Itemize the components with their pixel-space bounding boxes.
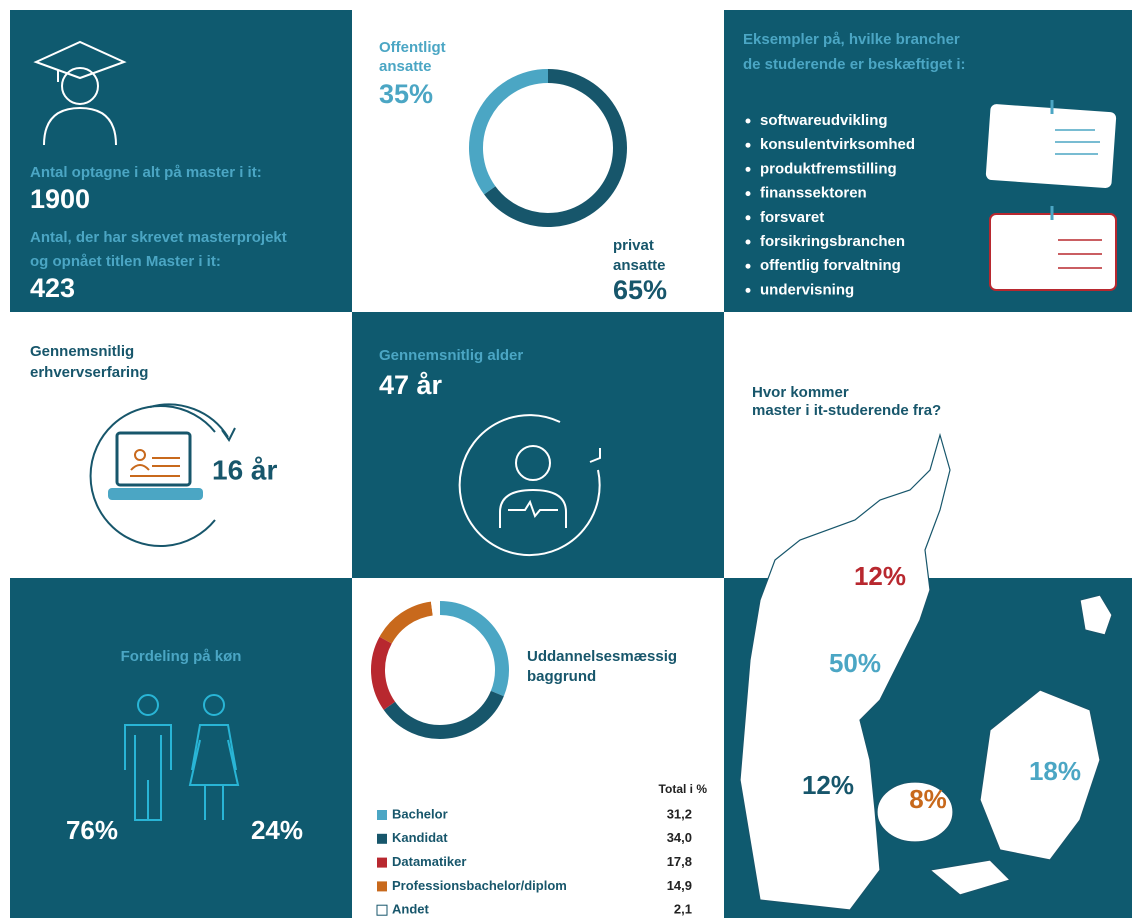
laptop-icon — [89, 403, 236, 547]
legend-label: Datamatiker — [392, 854, 466, 869]
label: de studerende er beskæftiget i: — [743, 56, 966, 73]
label: Hvor kommer — [752, 384, 849, 401]
bullet — [745, 215, 751, 221]
legend-label: Professionsbachelor/diplom — [392, 878, 567, 893]
label: Gennemsnitlig — [30, 343, 134, 360]
label: master i it-studerende fra? — [752, 402, 941, 419]
list-item: offentlig forvaltning — [760, 257, 901, 274]
legend-swatch — [377, 881, 387, 892]
list-item: forsvaret — [760, 209, 824, 226]
bullet — [745, 118, 751, 124]
label: ansatte — [613, 257, 666, 274]
legend-swatch — [377, 833, 387, 844]
label: Eksempler på, hvilke brancher — [743, 31, 960, 48]
label: erhvervserfaring — [30, 364, 148, 381]
donut-segment — [379, 601, 434, 644]
bullet — [745, 166, 751, 172]
table-value: 14,9 — [667, 878, 692, 893]
label: Antal optagne i alt på master i it: — [30, 164, 262, 181]
label: Fordeling på køn — [121, 648, 242, 665]
donut-segment — [383, 690, 504, 739]
table-value: 2,1 — [674, 902, 692, 917]
legend-swatch — [377, 810, 387, 820]
legend-label: Andet — [392, 902, 430, 917]
list-item: softwareudvikling — [760, 112, 888, 129]
person-icon — [458, 414, 601, 557]
bullet — [745, 142, 751, 148]
cards-icon — [985, 100, 1117, 291]
list-item: produktfremstilling — [760, 160, 897, 177]
legend-swatch — [377, 857, 387, 868]
label: og opnået titlen Master i it: — [30, 253, 221, 270]
label: 16 år — [212, 454, 277, 485]
tile — [10, 578, 352, 918]
label: Gennemsnitlig alder — [379, 347, 523, 364]
label: ansatte — [379, 58, 432, 75]
label: Antal, der har skrevet masterprojekt — [30, 229, 287, 246]
label: baggrund — [527, 668, 596, 685]
bullet — [745, 239, 751, 245]
graduate-icon — [33, 40, 127, 146]
label: Offentligt — [379, 39, 446, 56]
legend-label: Bachelor — [392, 806, 448, 821]
donut-segment — [484, 69, 627, 227]
table-value: 31,2 — [667, 806, 692, 821]
bullet — [745, 191, 751, 197]
tile — [352, 312, 724, 578]
legend-swatch — [376, 904, 388, 916]
list-item: konsulentvirksomhed — [760, 136, 915, 153]
label: 1900 — [30, 184, 90, 214]
value-label: 76% — [66, 815, 118, 845]
bullet — [745, 287, 751, 293]
label: 47 år — [379, 370, 443, 400]
bullet — [745, 263, 751, 269]
tile — [10, 10, 352, 312]
label: 423 — [30, 273, 75, 303]
value-label: 12% — [802, 770, 854, 800]
table-value: 17,8 — [667, 854, 692, 869]
legend-label: Kandidat — [392, 830, 448, 845]
map — [739, 432, 1113, 911]
gender-icon — [124, 694, 240, 821]
donut-segment — [371, 636, 396, 710]
list-item: finanssektoren — [760, 185, 867, 202]
value-label: 50% — [829, 648, 881, 678]
donut-segment — [439, 601, 509, 697]
label: Total i % — [659, 782, 708, 796]
value-label: 18% — [1029, 756, 1081, 786]
value-label: 35% — [379, 79, 433, 109]
list-item: undervisning — [760, 281, 854, 298]
value-label: 65% — [613, 275, 667, 305]
table-value: 34,0 — [667, 830, 692, 845]
value-label: 24% — [251, 815, 303, 845]
donut-segment — [430, 601, 441, 616]
list-item: forsikringsbranchen — [760, 233, 905, 250]
donut-segment — [469, 69, 549, 195]
label: privat — [613, 237, 654, 254]
value-label: 8% — [909, 784, 947, 814]
value-label: 12% — [854, 561, 906, 591]
label: Uddannelsesmæssig — [527, 648, 677, 665]
